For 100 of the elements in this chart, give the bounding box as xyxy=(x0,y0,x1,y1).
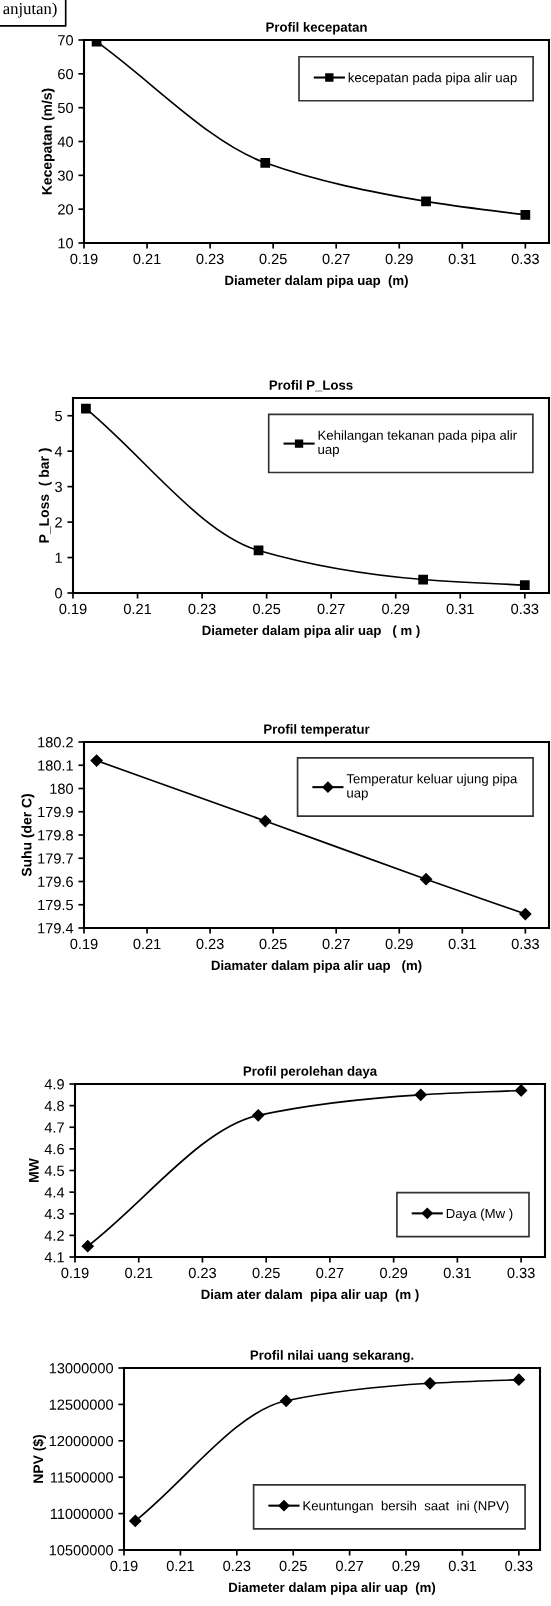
chart-title: Profil perolehan daya xyxy=(243,1066,378,1079)
x-tick-label: 0.21 xyxy=(123,603,152,615)
x-tick-label: 0.19 xyxy=(110,1560,138,1572)
x-tick-label: 0.27 xyxy=(336,1560,364,1572)
y-tick-label: 4.3 xyxy=(44,1208,64,1220)
point xyxy=(520,210,531,220)
y-tick-label: 179.9 xyxy=(38,806,73,818)
x-axis-title: Diamater dalam pipa alir uap (m) xyxy=(211,960,422,973)
point xyxy=(90,754,103,767)
x-tick-label: 0.27 xyxy=(316,1267,344,1279)
x-tick-label: 0.23 xyxy=(196,253,224,265)
x-tick-label: 0.23 xyxy=(223,1560,251,1572)
y-tick-label: 10 xyxy=(58,238,74,249)
y-tick-label: 12500000 xyxy=(49,1399,114,1410)
chart-title: Profil nilai uang sekarang. xyxy=(250,1350,414,1363)
y-tick-label: 1 xyxy=(55,552,62,563)
x-tick-label: 0.19 xyxy=(70,253,98,265)
y-tick-label: 10500000 xyxy=(49,1545,114,1556)
x-tick-label: 0.31 xyxy=(448,1560,476,1572)
x-tick-label: 0.21 xyxy=(133,253,161,265)
y-tick-label: 4.5 xyxy=(44,1165,64,1176)
y-tick-label: 4.9 xyxy=(44,1079,64,1090)
x-tick-label: 0.21 xyxy=(133,938,161,950)
x-tick-label: 0.33 xyxy=(511,603,539,615)
x-tick-label: 0.31 xyxy=(448,253,476,265)
y-axis-title: Kecepatan (m/s) xyxy=(41,88,55,195)
x-tick-label: 0.19 xyxy=(61,1267,89,1279)
x-axis-title: Diameter dalam pipa alir uap (m) xyxy=(229,1582,436,1595)
x-tick-label: 0.23 xyxy=(188,603,216,615)
y-tick-label: 50 xyxy=(57,102,74,114)
y-tick-label: 179.6 xyxy=(38,876,73,887)
x-tick-label: 0.21 xyxy=(166,1560,194,1572)
x-tick-label: 0.27 xyxy=(317,603,345,615)
x-tick-label: 0.23 xyxy=(196,938,224,950)
x-tick-label: 0.29 xyxy=(385,938,413,950)
y-axis-title: MW xyxy=(29,1158,39,1182)
y-tick-label: 179.4 xyxy=(38,923,74,934)
x-tick-label: 0.25 xyxy=(259,938,287,950)
point xyxy=(414,1088,427,1101)
x-tick-label: 0.27 xyxy=(322,253,350,265)
x-tick-label: 0.33 xyxy=(511,938,539,950)
x-tick-label: 0.21 xyxy=(125,1267,153,1279)
x-tick-label: 0.29 xyxy=(385,253,413,265)
x-tick-label: 0.31 xyxy=(446,603,474,615)
legend-label: kecepatan pada pipa alir uap xyxy=(348,72,517,85)
y-tick-label: 11500000 xyxy=(50,1472,114,1483)
x-tick-label: 0.33 xyxy=(507,1267,535,1279)
point xyxy=(260,157,271,168)
y-axis-title: P_Loss ( bar ) xyxy=(38,448,52,543)
x-tick-label: 0.25 xyxy=(259,253,287,265)
y-tick-label: 4.8 xyxy=(44,1100,64,1112)
legend-label: Temperatur keluar ujung pipa uap xyxy=(346,773,518,801)
x-tick-label: 0.31 xyxy=(448,938,476,950)
x-axis-title: Diameter dalam pipa uap (m) xyxy=(225,275,408,288)
point xyxy=(81,1240,94,1253)
y-tick-label: 4.7 xyxy=(44,1122,64,1133)
y-tick-label: 11000000 xyxy=(50,1508,114,1520)
point xyxy=(519,580,530,591)
x-tick-label: 0.27 xyxy=(322,938,350,950)
x-tick-label: 0.33 xyxy=(505,1560,533,1572)
x-tick-label: 0.29 xyxy=(382,603,410,615)
y-tick-label: 180.1 xyxy=(38,760,73,771)
point xyxy=(515,1084,528,1097)
y-tick-label: 180.2 xyxy=(38,737,73,748)
point xyxy=(421,196,431,207)
point xyxy=(419,873,433,886)
y-tick-label: 20 xyxy=(58,204,74,215)
y-tick-label: 40 xyxy=(57,136,74,147)
x-tick-label: 0.29 xyxy=(392,1560,420,1572)
chart-title: Profil kecepatan xyxy=(266,22,367,35)
x-tick-label: 0.23 xyxy=(188,1267,217,1279)
x-tick-label: 0.29 xyxy=(380,1267,408,1279)
legend-label: Kehilangan tekanan pada pipa alir uap xyxy=(318,430,517,457)
x-tick-label: 0.19 xyxy=(70,938,98,950)
y-tick-label: 5 xyxy=(55,410,62,422)
y-tick-label: 179.8 xyxy=(38,830,73,841)
y-tick-label: 12000000 xyxy=(49,1435,114,1447)
y-tick-label: 13000000 xyxy=(49,1363,114,1374)
y-tick-label: 179.5 xyxy=(38,899,73,911)
point xyxy=(259,814,272,828)
y-tick-label: 4.4 xyxy=(44,1187,65,1198)
point xyxy=(418,574,429,585)
point xyxy=(252,1109,265,1122)
point xyxy=(512,1373,525,1386)
point xyxy=(81,403,91,414)
x-tick-label: 0.25 xyxy=(279,1560,307,1572)
y-tick-label: 179.7 xyxy=(38,853,73,864)
point xyxy=(280,1394,293,1407)
x-tick-label: 0.19 xyxy=(59,603,87,615)
chart-title: Profil P_Loss xyxy=(269,380,353,392)
y-tick-label: 4.2 xyxy=(44,1230,64,1241)
y-tick-label: 70 xyxy=(58,35,74,46)
point xyxy=(519,907,532,921)
y-tick-label: 4 xyxy=(54,446,63,457)
y-tick-label: 2 xyxy=(55,517,62,528)
x-tick-label: 0.33 xyxy=(511,253,539,265)
x-axis-title: Diam ater dalam pipa alir uap (m ) xyxy=(201,1289,419,1302)
y-tick-label: 180 xyxy=(50,783,74,794)
x-tick-label: 0.31 xyxy=(443,1267,471,1279)
y-tick-label: 4.1 xyxy=(44,1252,64,1263)
